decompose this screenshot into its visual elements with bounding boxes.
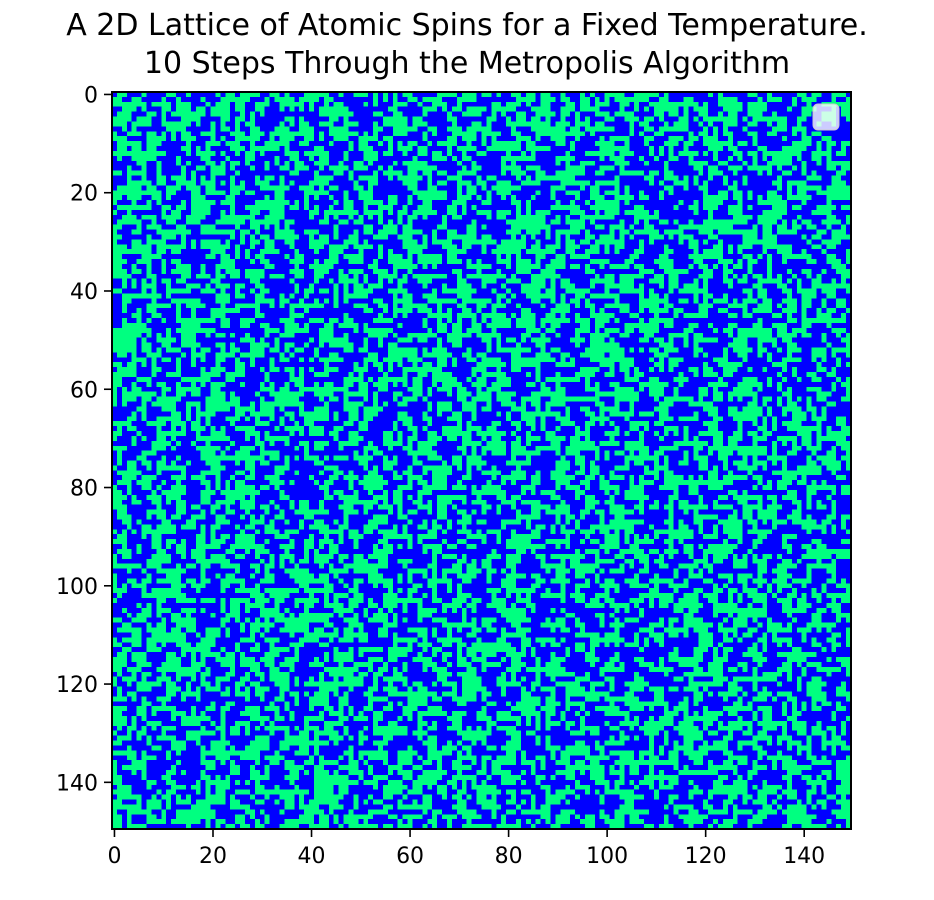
- legend: [812, 103, 840, 131]
- y-tick-label: 20: [70, 182, 98, 207]
- x-tick-label: 100: [586, 844, 628, 869]
- x-tick-label: 120: [685, 844, 727, 869]
- chart-title-line-1: A 2D Lattice of Atomic Spins for a Fixed…: [66, 8, 868, 43]
- x-tick-label: 140: [783, 844, 825, 869]
- y-tick-label: 0: [84, 83, 98, 108]
- spin-lattice-heatmap: [112, 92, 851, 829]
- x-tick-label: 40: [298, 844, 326, 869]
- y-axis: 0 20 40 60 80 100 120 140: [56, 83, 112, 796]
- x-tick-label: 0: [107, 844, 121, 869]
- chart-title-line-2: 10 Steps Through the Metropolis Algorith…: [143, 46, 791, 81]
- x-axis: 0 20 40 60 80 100 120 140: [107, 829, 825, 869]
- y-tick-label: 120: [56, 673, 98, 698]
- y-tick-label: 40: [70, 280, 98, 305]
- y-tick-label: 140: [56, 771, 98, 796]
- legend-box: [812, 103, 840, 131]
- y-tick-label: 80: [70, 477, 98, 502]
- y-tick-label: 100: [56, 575, 98, 600]
- x-tick-label: 60: [396, 844, 424, 869]
- x-tick-label: 20: [199, 844, 227, 869]
- y-tick-label: 60: [70, 378, 98, 403]
- axes-frame: [111, 91, 852, 830]
- x-tick-label: 80: [495, 844, 523, 869]
